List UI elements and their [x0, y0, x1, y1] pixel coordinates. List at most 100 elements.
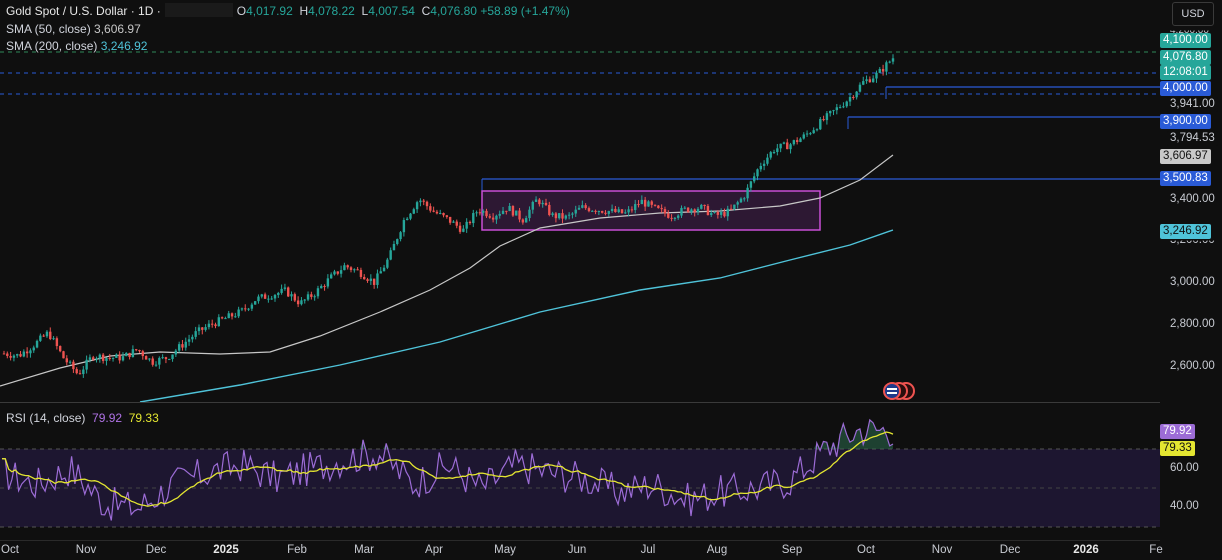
candle-body: [300, 300, 303, 305]
candle-body: [786, 142, 789, 150]
currency-button[interactable]: USD: [1172, 2, 1214, 26]
candle-body: [776, 148, 779, 152]
time-axis-label: Jun: [567, 544, 587, 556]
candle-body: [455, 221, 458, 226]
candle-body: [792, 140, 796, 145]
price-tick: 2,800.00: [1170, 318, 1215, 330]
candle-body: [105, 357, 108, 361]
candle-body: [402, 220, 406, 233]
close-value: 4,076.80: [430, 4, 477, 18]
candle-body: [521, 219, 525, 223]
candle-body: [336, 271, 339, 274]
price-chart[interactable]: [0, 0, 1160, 402]
candle-body: [211, 323, 214, 325]
candle-body: [204, 327, 207, 330]
candle-body: [88, 357, 92, 360]
candle-body: [320, 286, 323, 289]
candle-body: [832, 110, 835, 112]
time-axis-label: Jul: [640, 544, 656, 556]
price-tick: 3,400.00: [1170, 193, 1215, 205]
close-label: C: [421, 4, 431, 18]
sma200-legend[interactable]: SMA (200, close) 3,246.92: [6, 38, 570, 56]
time-axis-label: 2026: [1073, 544, 1099, 556]
candle-body: [164, 357, 168, 360]
candle-body: [85, 359, 88, 370]
candle-body: [207, 323, 211, 328]
candle-body: [845, 101, 848, 107]
price-tick: 2,600.00: [1170, 360, 1215, 372]
candle-body: [194, 331, 197, 337]
candle-body: [101, 354, 105, 361]
candle-body: [75, 369, 78, 374]
candle-body: [58, 346, 62, 352]
candle-body: [29, 350, 32, 354]
sma-200-line: [139, 229, 894, 402]
candle-body: [501, 210, 505, 214]
candle-body: [564, 215, 568, 219]
time-axis-label: 2025: [213, 544, 239, 556]
candle-body: [316, 288, 320, 297]
sma50-legend[interactable]: SMA (50, close) 3,606.97: [6, 21, 570, 39]
candle-body: [128, 352, 131, 357]
candle-body: [125, 352, 128, 357]
rsi-chart[interactable]: [0, 403, 1160, 540]
high-label: H: [299, 4, 309, 18]
candle-body: [42, 335, 45, 337]
time-axis-divider: [0, 540, 1160, 541]
last-price-tag: 4,076.80: [1160, 50, 1211, 65]
candle-body: [548, 204, 551, 215]
level-3900-tag: 3,900.00: [1160, 114, 1211, 129]
candle-body: [197, 327, 201, 332]
candle-body: [700, 204, 703, 209]
candle-body: [829, 111, 832, 114]
low-label: L: [361, 4, 369, 18]
symbol-title[interactable]: Gold Spot / U.S. Dollar · 1D ·: [6, 4, 161, 18]
time-axis-label: Nov: [75, 544, 97, 556]
candle-body: [508, 206, 511, 212]
candle-body: [475, 212, 478, 214]
candle-body: [594, 210, 597, 212]
candle-body: [181, 344, 184, 348]
candle-body: [171, 354, 174, 360]
low-value: 4,007.54: [368, 4, 415, 18]
rsi-ma-tag: 79.33: [1160, 441, 1195, 456]
candle-body: [62, 351, 65, 359]
candle-body: [534, 199, 538, 202]
time-axis-label: Feb: [287, 544, 307, 556]
candle-body: [280, 288, 283, 293]
candle-body: [257, 296, 260, 302]
candle-body: [600, 211, 604, 213]
candle-body: [693, 209, 696, 213]
time-axis-label: Oct: [857, 544, 875, 556]
sma200-tag: 3,246.92: [1160, 224, 1211, 239]
candle-body: [382, 267, 386, 272]
economic-events-icon[interactable]: [880, 380, 920, 402]
candle-body: [230, 313, 234, 317]
candle-body: [9, 355, 12, 358]
time-axis[interactable]: Oct Nov Dec 2025 Feb Mar Apr May Jun Jul Aug Sep Oct…: [0, 540, 1163, 560]
candle-body: [643, 199, 647, 207]
candle-body: [485, 210, 488, 217]
candle-body: [878, 69, 881, 73]
candle-body: [802, 134, 805, 139]
candle-body: [538, 199, 541, 205]
rsi-legend[interactable]: RSI (14, close) 79.92 79.33: [6, 411, 159, 425]
candle-body: [168, 359, 171, 361]
candle-body: [45, 331, 49, 337]
candle-body: [201, 327, 204, 330]
candle-body: [296, 300, 300, 305]
candle-body: [822, 119, 825, 121]
candle-body: [148, 358, 151, 360]
candle-body: [650, 201, 653, 205]
candle-body: [855, 91, 858, 98]
candle-body: [234, 316, 237, 318]
candle-body: [842, 106, 845, 108]
candle-body: [415, 202, 419, 210]
candle-body: [597, 211, 601, 213]
candle-body: [363, 276, 366, 280]
candle-body: [868, 79, 872, 83]
price-axis[interactable]: 4,200.00 3,400.00 3,200.00 3,000.00 2,80…: [1160, 0, 1222, 540]
consolidation-range-box[interactable]: [481, 190, 821, 231]
candle-body: [227, 313, 230, 319]
candle-body: [379, 271, 382, 274]
